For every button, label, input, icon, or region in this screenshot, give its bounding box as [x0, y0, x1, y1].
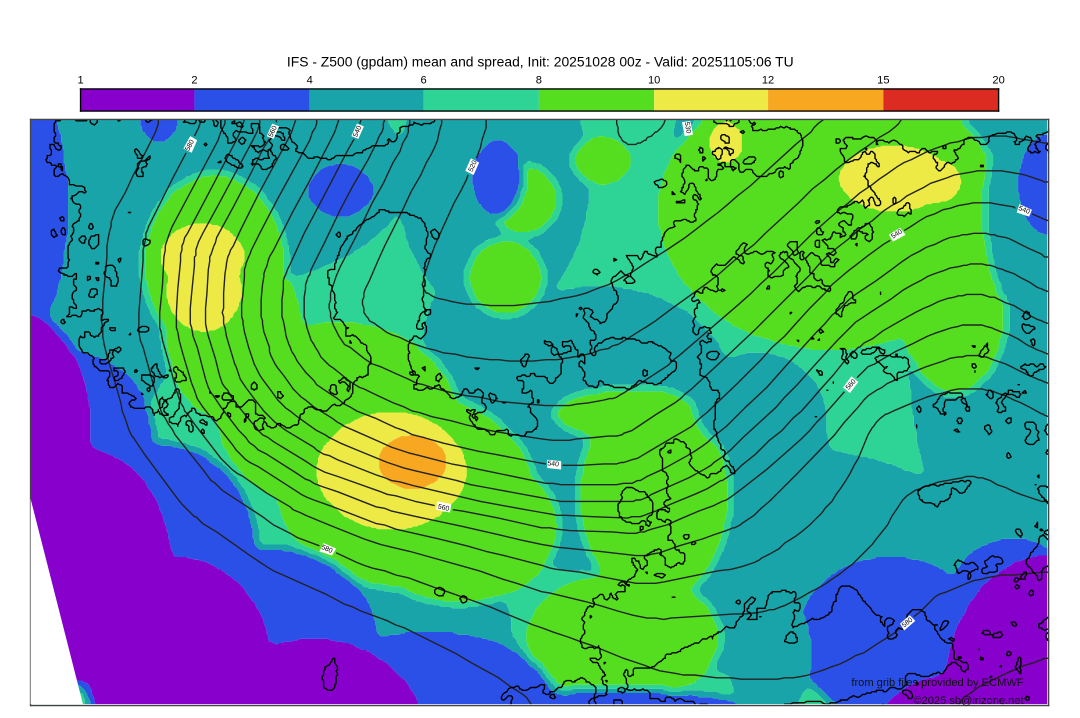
svg-text:560: 560 — [268, 125, 279, 139]
svg-text:1: 1 — [77, 74, 83, 86]
svg-text:580: 580 — [320, 544, 334, 555]
svg-text:520: 520 — [468, 159, 479, 173]
svg-text:580: 580 — [184, 139, 196, 153]
svg-text:6: 6 — [421, 74, 427, 86]
svg-text:10: 10 — [648, 74, 660, 86]
svg-text:540: 540 — [1017, 205, 1030, 216]
svg-text:15: 15 — [877, 74, 889, 86]
svg-text:IFS - Z500 (gpdam) mean and sp: IFS - Z500 (gpdam) mean and spread, Init… — [287, 54, 794, 70]
svg-text:©2025 sb@irizone.net: ©2025 sb@irizone.net — [913, 695, 1023, 707]
svg-text:2: 2 — [191, 74, 197, 86]
svg-text:540: 540 — [352, 125, 363, 139]
svg-text:540: 540 — [547, 460, 559, 468]
svg-text:4: 4 — [307, 74, 313, 86]
svg-text:8: 8 — [536, 74, 542, 86]
svg-text:from grib files provided by EC: from grib files provided by ECMWF — [851, 677, 1023, 689]
svg-text:20: 20 — [992, 74, 1004, 86]
svg-text:530: 530 — [683, 121, 692, 134]
svg-text:12: 12 — [762, 74, 774, 86]
svg-text:560: 560 — [437, 503, 450, 512]
